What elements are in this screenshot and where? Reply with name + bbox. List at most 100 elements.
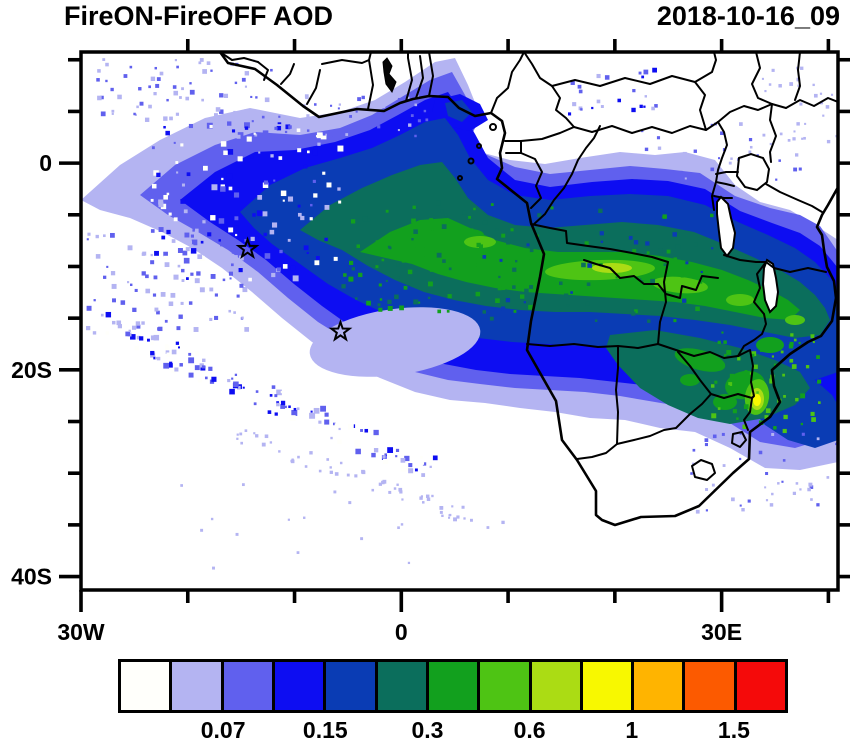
- aod-field-speckles: [86, 58, 838, 570]
- speckle: [262, 182, 269, 188]
- speckle: [537, 213, 542, 218]
- speckle: [512, 267, 517, 272]
- speckle: [329, 470, 333, 474]
- speckle: [765, 395, 768, 399]
- speckle: [581, 262, 586, 268]
- speckle: [111, 320, 116, 325]
- speckle: [418, 301, 421, 304]
- speckle: [139, 336, 144, 341]
- speckle: [268, 121, 271, 124]
- aod-field-ellipse: [726, 294, 754, 306]
- speckle: [386, 249, 390, 253]
- speckle: [313, 407, 320, 414]
- speckle: [789, 358, 794, 363]
- speckle: [361, 95, 365, 100]
- speckle: [674, 261, 678, 265]
- speckle: [166, 192, 170, 196]
- speckle: [201, 365, 206, 369]
- speckle: [280, 190, 287, 197]
- speckle: [264, 97, 270, 103]
- speckle: [394, 112, 398, 115]
- speckle: [833, 454, 836, 458]
- speckle: [226, 173, 233, 180]
- speckle: [348, 276, 354, 282]
- speckle: [180, 143, 184, 147]
- speckle: [398, 487, 403, 492]
- speckle: [429, 465, 432, 469]
- speckle: [654, 290, 657, 293]
- speckle: [751, 351, 757, 357]
- speckle: [604, 284, 609, 290]
- country-border: [615, 345, 619, 445]
- speckle: [768, 83, 772, 86]
- aod-field-ellipse: [680, 374, 700, 386]
- lake: [761, 258, 780, 314]
- speckle: [759, 340, 763, 344]
- speckle: [801, 432, 805, 436]
- speckle: [158, 227, 164, 233]
- speckle: [809, 485, 814, 489]
- speckle: [306, 129, 310, 132]
- axis-tick-label: 0: [395, 619, 408, 645]
- speckle: [285, 124, 291, 130]
- speckle: [680, 170, 683, 174]
- speckle: [153, 170, 159, 176]
- speckle: [453, 517, 457, 522]
- speckle: [177, 346, 180, 349]
- speckle: [204, 250, 208, 253]
- speckle: [208, 366, 213, 371]
- speckle: [180, 199, 186, 204]
- speckle: [397, 97, 402, 102]
- speckle: [210, 215, 216, 221]
- speckle: [740, 391, 744, 396]
- speckle: [741, 508, 745, 512]
- speckle: [274, 412, 278, 416]
- speckle: [684, 177, 687, 180]
- speckle: [771, 432, 775, 436]
- speckle: [317, 142, 321, 146]
- speckle: [263, 232, 267, 237]
- speckle: [355, 448, 361, 455]
- speckle: [479, 244, 483, 249]
- speckle: [112, 298, 116, 303]
- speckle: [808, 482, 813, 487]
- speckle: [163, 362, 170, 369]
- speckle: [231, 129, 236, 133]
- speckle: [573, 240, 577, 244]
- speckle: [218, 239, 221, 242]
- speckle: [765, 499, 769, 502]
- speckle: [634, 309, 638, 314]
- country-border: [415, 55, 424, 99]
- speckle: [278, 115, 281, 118]
- speckle: [128, 329, 131, 332]
- speckle: [797, 84, 800, 87]
- country-border: [532, 125, 601, 226]
- speckle: [123, 74, 128, 78]
- speckle: [650, 278, 656, 284]
- speckle: [748, 150, 752, 154]
- speckle: [274, 394, 278, 398]
- speckle: [498, 275, 501, 279]
- speckle: [367, 218, 371, 222]
- country-border: [751, 52, 773, 105]
- speckle: [175, 112, 180, 116]
- speckle: [88, 329, 92, 334]
- speckle: [599, 231, 604, 236]
- speckle: [150, 253, 153, 257]
- country-border: [657, 261, 669, 345]
- speckle: [254, 133, 258, 137]
- speckle: [497, 286, 502, 291]
- speckle: [333, 256, 338, 261]
- speckle: [179, 363, 183, 367]
- speckle: [792, 491, 797, 495]
- speckle: [739, 504, 742, 507]
- speckle: [141, 271, 146, 276]
- speckle: [173, 274, 179, 280]
- speckle: [423, 109, 427, 113]
- speckle: [387, 245, 391, 249]
- speckle: [175, 341, 180, 345]
- speckle: [577, 84, 582, 89]
- speckle: [382, 458, 389, 465]
- speckle: [235, 532, 239, 536]
